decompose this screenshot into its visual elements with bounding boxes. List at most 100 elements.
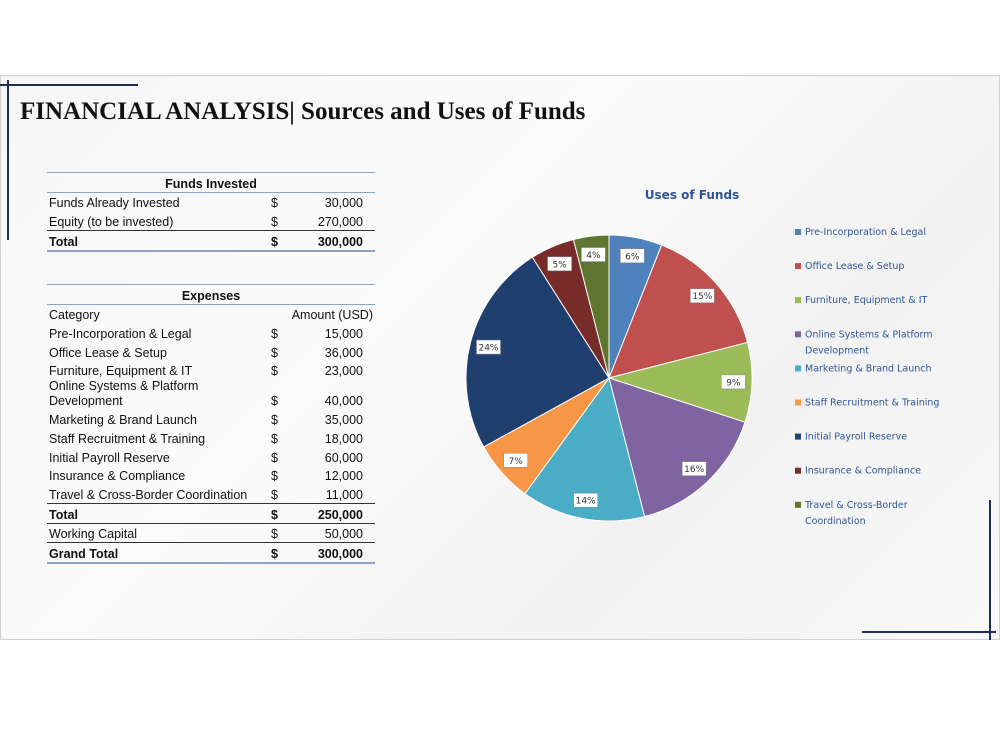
- header-row: Funds Invested: [47, 172, 375, 193]
- cell: Pre-Incorporation & Legal: [49, 327, 192, 342]
- legend-swatch: [795, 399, 801, 406]
- pie-slice: [524, 376, 646, 522]
- label-box: [581, 247, 606, 262]
- cell: Marketing & Brand Launch: [49, 413, 198, 428]
- row: Insurance & Compliance $12,000: [47, 466, 375, 485]
- legend-swatch: [795, 467, 801, 474]
- label-box: [690, 288, 715, 303]
- cell: 250,000: [289, 502, 375, 524]
- cell: Grand Total: [47, 542, 269, 564]
- cell: 300,000: [289, 542, 375, 564]
- table-title: Funds Invested: [47, 172, 375, 193]
- cell: $: [271, 364, 278, 379]
- row: Travel & Cross-Border Coordination $11,00…: [47, 484, 375, 503]
- data-label: 9%: [726, 378, 741, 388]
- legend-swatch: [795, 501, 801, 508]
- cell: $: [271, 345, 278, 360]
- cell: 18,000: [324, 431, 363, 446]
- cell: 36,000: [324, 345, 363, 360]
- cell: 30,000: [324, 196, 363, 211]
- cell: 23,000: [324, 364, 363, 379]
- slide-title: FINANCIAL ANALYSIS| Sources and Uses of …: [20, 98, 586, 125]
- cell: $: [271, 469, 278, 484]
- cell: Insurance & Compliance: [49, 469, 186, 484]
- label-box: [547, 256, 572, 272]
- legend-swatch: [795, 433, 801, 440]
- cell: Office Lease & Setup: [49, 345, 167, 360]
- cell: 11,000: [325, 487, 363, 502]
- pie-slice: [572, 234, 610, 379]
- expenses-table: Expenses Category Amount (USD) Pre-Incorpor…: [47, 284, 375, 564]
- cell: $: [271, 196, 278, 211]
- cell: $: [269, 542, 289, 564]
- cell: Staff Recruitment & Training: [49, 431, 206, 446]
- pie-slice: [465, 256, 610, 448]
- cell: $: [271, 450, 278, 465]
- legend-swatch: [795, 297, 801, 304]
- legend-swatch: [795, 229, 801, 235]
- legend-swatch: [795, 331, 801, 338]
- row: Funds Already Invested $30,000: [47, 192, 375, 211]
- chart-title: Uses of Funds: [645, 188, 739, 202]
- pie-slice: [608, 377, 746, 518]
- label-box: [620, 248, 645, 264]
- row: Pre-Incorporation & Legal $15,000: [47, 323, 375, 342]
- row: Online Systems & Platform Development $40…: [47, 379, 375, 409]
- data-label: 7%: [509, 457, 524, 467]
- legend-label: Marketing & Brand Launch: [805, 363, 932, 374]
- cell: $: [269, 230, 289, 252]
- cell: 60,000: [324, 450, 363, 465]
- cell: $: [271, 527, 278, 542]
- legend-label: Furniture, Equipment & IT: [805, 295, 928, 306]
- pie-slice: [608, 244, 749, 379]
- header-row: Expenses: [47, 284, 375, 305]
- data-label: 4%: [586, 251, 601, 261]
- total-row: Grand Total $300,000: [47, 542, 375, 564]
- cell: 50,000: [324, 527, 363, 542]
- total-row: Total $300,000: [47, 230, 375, 252]
- pie-slice: [607, 341, 753, 423]
- funds-table: Funds Invested Funds Already Invested $30,…: [47, 172, 375, 252]
- legend-line: Development: [805, 345, 869, 356]
- cell: $: [269, 502, 289, 524]
- data-label: 24%: [478, 344, 498, 354]
- label-box: [503, 453, 528, 468]
- label-box: [476, 339, 501, 355]
- cell: Funds Already Invested: [49, 196, 180, 211]
- cell: 40,000: [324, 394, 363, 409]
- legend-label: Travel & Cross-Border Coordination: [804, 500, 908, 527]
- total-row: Working Capital $50,000: [47, 523, 375, 543]
- cell: 35,000: [324, 413, 363, 428]
- table-title: Expenses: [47, 284, 375, 305]
- cell: Initial Payroll Reserve: [49, 450, 170, 465]
- cell: Travel & Cross-Border Coordination: [49, 487, 248, 502]
- total-row: Total $250,000: [47, 502, 375, 524]
- row: Marketing & Brand Launch $35,000: [47, 409, 375, 428]
- legend-label: Staff Recruitment & Training: [805, 398, 939, 409]
- cell: 300,000: [289, 230, 375, 252]
- row: Furniture, Equipment & IT $23,000: [47, 361, 375, 380]
- legend-swatch: [795, 365, 801, 372]
- row: Office Lease & Setup $36,000: [47, 342, 375, 361]
- data-label: 5%: [552, 260, 567, 270]
- cell: $: [271, 431, 278, 446]
- cell: $: [271, 413, 278, 428]
- column-header: Category: [49, 308, 100, 323]
- row: Initial Payroll Reserve $60,000: [47, 447, 375, 466]
- legend-label: Insurance & Compliance: [805, 466, 921, 477]
- cell: $: [271, 394, 278, 409]
- legend-label: Pre-Incorporation & Legal: [805, 227, 926, 238]
- label-box: [681, 461, 707, 476]
- data-label: 15%: [692, 292, 712, 302]
- row: Staff Recruitment & Training $18,000: [47, 428, 375, 447]
- label-box: [573, 492, 598, 508]
- legend-line: Online Systems & Platform: [805, 329, 933, 340]
- cell: Total: [47, 502, 269, 524]
- row: Equity (to be invested) $270,000: [47, 211, 375, 230]
- label-box: [721, 374, 746, 390]
- cell: $: [271, 215, 278, 230]
- legend-swatch: [795, 263, 801, 270]
- cell: 15,000: [324, 327, 363, 342]
